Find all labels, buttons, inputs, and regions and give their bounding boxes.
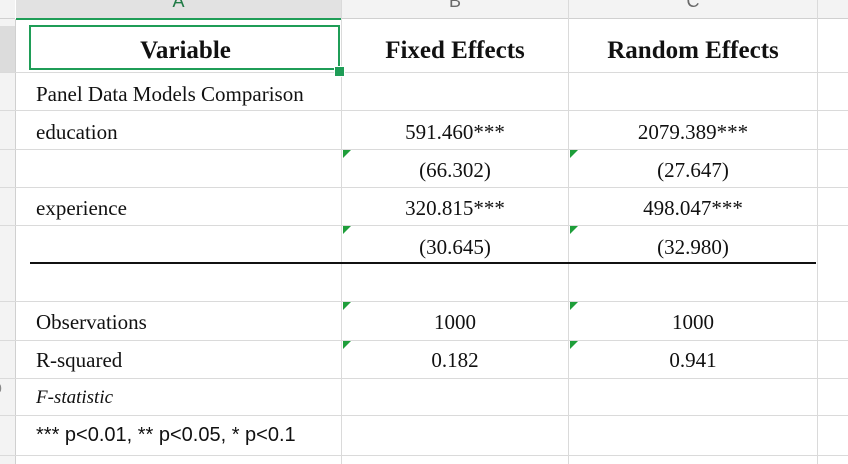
grid-line [0, 110, 848, 111]
column-header-c[interactable]: C [569, 0, 817, 19]
column-letter-c: C [686, 0, 700, 11]
cell-experience-fixed[interactable]: 320.815*** [405, 196, 505, 220]
grid-line [0, 301, 848, 302]
grid-line [817, 0, 818, 464]
cell-education-fixed[interactable]: 591.460*** [405, 120, 505, 144]
grid-line [0, 455, 848, 456]
column-letter-a: A [172, 0, 185, 11]
cell-observations-random[interactable]: 1000 [672, 310, 714, 334]
error-indicator-icon[interactable] [343, 150, 351, 158]
error-indicator-icon[interactable] [343, 302, 351, 310]
cell-observations-fixed[interactable]: 1000 [434, 310, 476, 334]
corner-select-all[interactable] [0, 0, 15, 19]
grid-line [0, 340, 848, 341]
header-variable[interactable]: Variable [140, 37, 231, 64]
cell-experience-random-se[interactable]: (32.980) [657, 235, 729, 259]
grid-line [0, 187, 848, 188]
table-title[interactable]: Panel Data Models Comparison [36, 82, 304, 106]
fill-handle[interactable] [334, 66, 345, 77]
active-cell-selection [29, 25, 340, 70]
cell-education-fixed-se[interactable]: (66.302) [419, 158, 491, 182]
header-random-effects[interactable]: Random Effects [607, 37, 779, 64]
row-label-experience[interactable]: experience [36, 196, 127, 220]
error-indicator-icon[interactable] [343, 226, 351, 234]
cell-r-squared-fixed[interactable]: 0.182 [431, 348, 479, 372]
column-header-b[interactable]: B [342, 0, 568, 19]
cell-experience-random[interactable]: 498.047*** [643, 196, 743, 220]
grid-line [0, 72, 848, 73]
cell-experience-fixed-se[interactable]: (30.645) [419, 235, 491, 259]
error-indicator-icon[interactable] [570, 341, 578, 349]
error-indicator-icon[interactable] [570, 150, 578, 158]
row-label-f-statistic[interactable]: F-statistic [36, 387, 114, 408]
grid-line [568, 0, 569, 464]
row-label-education[interactable]: education [36, 120, 118, 144]
cell-r-squared-random[interactable]: 0.941 [669, 348, 717, 372]
grid-line [0, 378, 848, 379]
cell-education-random[interactable]: 2079.389*** [637, 120, 749, 144]
table-rule [30, 262, 816, 264]
row-label-r-squared[interactable]: R-squared [36, 348, 123, 372]
row-header-strip[interactable] [0, 19, 16, 464]
grid-line [0, 415, 848, 416]
grid-line [341, 0, 342, 464]
row-header-selected[interactable] [0, 26, 16, 72]
header-fixed-effects[interactable]: Fixed Effects [385, 37, 525, 64]
row-label-observations[interactable]: Observations [36, 310, 147, 334]
cell-education-random-se[interactable]: (27.647) [657, 158, 729, 182]
column-header-d[interactable] [818, 0, 848, 19]
column-letter-b: B [448, 0, 461, 11]
error-indicator-icon[interactable] [343, 341, 351, 349]
error-indicator-icon[interactable] [570, 226, 578, 234]
row-number: 0 [0, 380, 2, 396]
column-header-a[interactable]: A [16, 0, 341, 20]
significance-note[interactable]: *** p<0.01, ** p<0.05, * p<0.1 [36, 424, 296, 446]
error-indicator-icon[interactable] [570, 302, 578, 310]
grid-line [0, 149, 848, 150]
grid-line [0, 225, 848, 226]
